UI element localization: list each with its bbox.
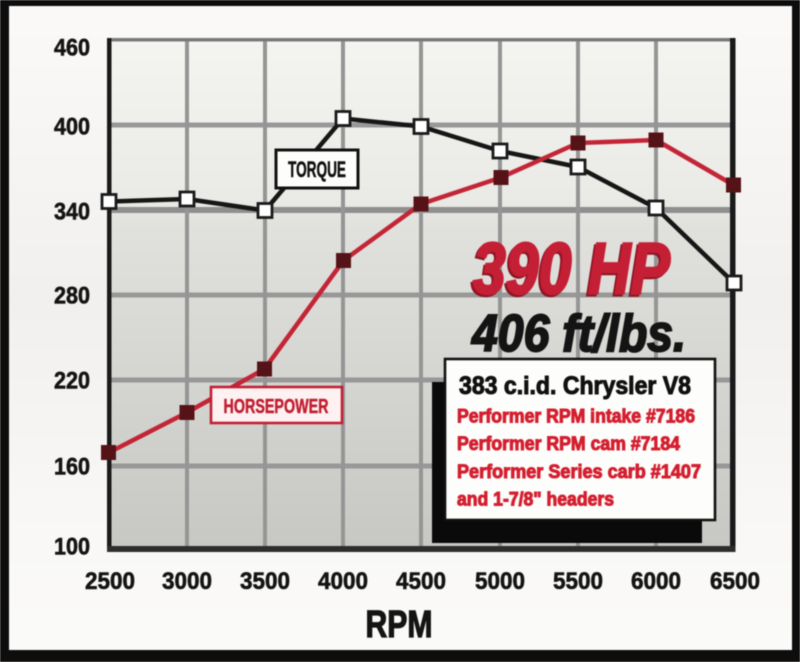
svg-text:Performer RPM cam #7184: Performer RPM cam #7184 (457, 434, 680, 455)
svg-text:460: 460 (54, 35, 90, 62)
svg-text:and 1-7/8" headers: and 1-7/8" headers (457, 490, 614, 511)
svg-text:100: 100 (54, 534, 90, 561)
svg-text:Performer Series carb #1407: Performer Series carb #1407 (457, 462, 701, 483)
svg-text:340: 340 (54, 199, 90, 226)
svg-text:6500: 6500 (710, 568, 760, 595)
svg-text:5500: 5500 (553, 568, 603, 595)
svg-text:383 c.i.d. Chrysler V8: 383 c.i.d. Chrysler V8 (459, 372, 691, 400)
svg-text:5000: 5000 (475, 568, 525, 595)
svg-text:390 HP: 390 HP (473, 230, 671, 310)
svg-text:406 ft/lbs.: 406 ft/lbs. (471, 305, 686, 363)
svg-text:220: 220 (54, 368, 90, 395)
svg-text:160: 160 (54, 454, 90, 481)
svg-text:3500: 3500 (240, 568, 290, 595)
svg-text:3000: 3000 (162, 568, 212, 595)
svg-text:400: 400 (54, 114, 90, 141)
svg-text:RPM: RPM (366, 604, 433, 646)
svg-text:HORSEPOWER: HORSEPOWER (224, 396, 329, 418)
svg-text:TORQUE: TORQUE (288, 157, 346, 182)
svg-text:Performer RPM intake #7186: Performer RPM intake #7186 (457, 407, 695, 428)
svg-text:6000: 6000 (631, 568, 681, 595)
svg-text:280: 280 (54, 283, 90, 310)
svg-text:4500: 4500 (396, 568, 446, 595)
svg-text:390 HP: 390 HP (471, 232, 669, 312)
svg-text:2500: 2500 (85, 568, 135, 595)
svg-text:4000: 4000 (318, 568, 368, 595)
